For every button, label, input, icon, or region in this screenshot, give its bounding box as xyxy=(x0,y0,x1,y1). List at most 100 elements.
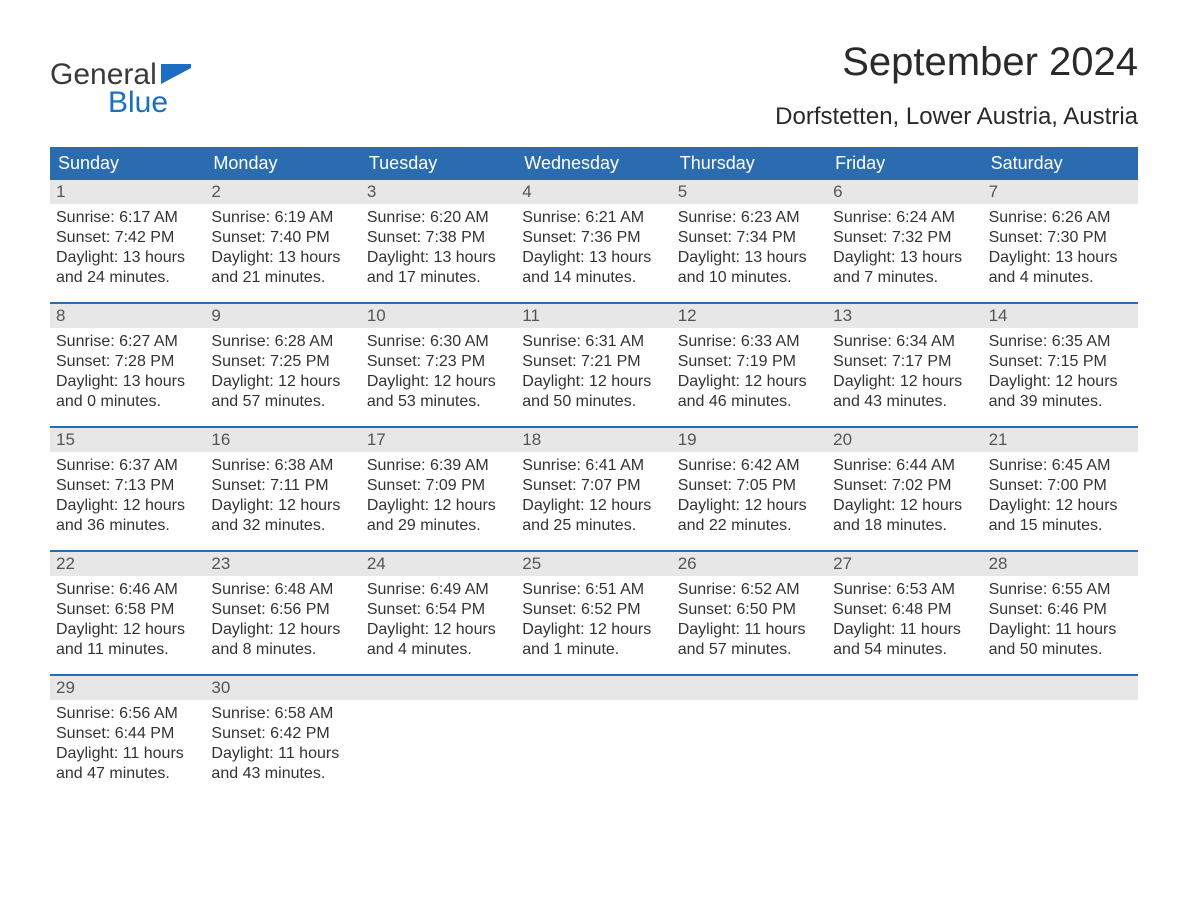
daylight-line-1: Daylight: 13 hours xyxy=(833,248,976,268)
calendar-cell: 22Sunrise: 6:46 AMSunset: 6:58 PMDayligh… xyxy=(50,552,205,660)
calendar-cell: 14Sunrise: 6:35 AMSunset: 7:15 PMDayligh… xyxy=(983,304,1138,412)
day-number: 11 xyxy=(516,304,671,328)
sunset-line: Sunset: 7:21 PM xyxy=(522,352,665,372)
sunrise-line: Sunrise: 6:56 AM xyxy=(56,704,199,724)
week-row: 15Sunrise: 6:37 AMSunset: 7:13 PMDayligh… xyxy=(50,426,1138,536)
sunset-line: Sunset: 7:30 PM xyxy=(989,228,1132,248)
daylight-line-2: and 29 minutes. xyxy=(367,516,510,536)
day-number: 16 xyxy=(205,428,360,452)
week-row: 29Sunrise: 6:56 AMSunset: 6:44 PMDayligh… xyxy=(50,674,1138,784)
day-details: Sunrise: 6:52 AMSunset: 6:50 PMDaylight:… xyxy=(672,576,827,660)
daylight-line-2: and 4 minutes. xyxy=(367,640,510,660)
sunrise-line: Sunrise: 6:27 AM xyxy=(56,332,199,352)
daylight-line-1: Daylight: 12 hours xyxy=(678,496,821,516)
day-number: 20 xyxy=(827,428,982,452)
daylight-line-2: and 46 minutes. xyxy=(678,392,821,412)
daylight-line-1: Daylight: 13 hours xyxy=(56,248,199,268)
day-details: Sunrise: 6:24 AMSunset: 7:32 PMDaylight:… xyxy=(827,204,982,288)
day-details: Sunrise: 6:45 AMSunset: 7:00 PMDaylight:… xyxy=(983,452,1138,536)
daylight-line-1: Daylight: 13 hours xyxy=(56,372,199,392)
sunset-line: Sunset: 7:00 PM xyxy=(989,476,1132,496)
daylight-line-1: Daylight: 12 hours xyxy=(833,496,976,516)
daylight-line-1: Daylight: 13 hours xyxy=(211,248,354,268)
sunrise-line: Sunrise: 6:34 AM xyxy=(833,332,976,352)
daylight-line-1: Daylight: 11 hours xyxy=(211,744,354,764)
day-details: Sunrise: 6:58 AMSunset: 6:42 PMDaylight:… xyxy=(205,700,360,784)
daylight-line-2: and 10 minutes. xyxy=(678,268,821,288)
sunset-line: Sunset: 6:46 PM xyxy=(989,600,1132,620)
week-row: 22Sunrise: 6:46 AMSunset: 6:58 PMDayligh… xyxy=(50,550,1138,660)
calendar-cell: 30Sunrise: 6:58 AMSunset: 6:42 PMDayligh… xyxy=(205,676,360,784)
sunset-line: Sunset: 6:58 PM xyxy=(56,600,199,620)
daylight-line-1: Daylight: 12 hours xyxy=(833,372,976,392)
sunset-line: Sunset: 7:38 PM xyxy=(367,228,510,248)
sunrise-line: Sunrise: 6:53 AM xyxy=(833,580,976,600)
sunset-line: Sunset: 7:17 PM xyxy=(833,352,976,372)
location-subtitle: Dorfstetten, Lower Austria, Austria xyxy=(775,103,1138,131)
calendar-cell: 25Sunrise: 6:51 AMSunset: 6:52 PMDayligh… xyxy=(516,552,671,660)
sunset-line: Sunset: 7:13 PM xyxy=(56,476,199,496)
day-number: 26 xyxy=(672,552,827,576)
sunrise-line: Sunrise: 6:41 AM xyxy=(522,456,665,476)
calendar-cell: 18Sunrise: 6:41 AMSunset: 7:07 PMDayligh… xyxy=(516,428,671,536)
daylight-line-2: and 57 minutes. xyxy=(678,640,821,660)
day-number: 5 xyxy=(672,180,827,204)
day-number: 27 xyxy=(827,552,982,576)
day-details: Sunrise: 6:34 AMSunset: 7:17 PMDaylight:… xyxy=(827,328,982,412)
daylight-line-2: and 43 minutes. xyxy=(833,392,976,412)
daylight-line-2: and 8 minutes. xyxy=(211,640,354,660)
daylight-line-2: and 43 minutes. xyxy=(211,764,354,784)
sunrise-line: Sunrise: 6:58 AM xyxy=(211,704,354,724)
dow-friday: Friday xyxy=(827,147,982,180)
daylight-line-1: Daylight: 12 hours xyxy=(678,372,821,392)
day-number: 30 xyxy=(205,676,360,700)
sunset-line: Sunset: 7:42 PM xyxy=(56,228,199,248)
calendar-cell-empty xyxy=(672,676,827,784)
sunrise-line: Sunrise: 6:51 AM xyxy=(522,580,665,600)
day-details: Sunrise: 6:49 AMSunset: 6:54 PMDaylight:… xyxy=(361,576,516,660)
calendar-cell: 17Sunrise: 6:39 AMSunset: 7:09 PMDayligh… xyxy=(361,428,516,536)
day-number: 18 xyxy=(516,428,671,452)
day-number: 22 xyxy=(50,552,205,576)
day-details: Sunrise: 6:44 AMSunset: 7:02 PMDaylight:… xyxy=(827,452,982,536)
sunrise-line: Sunrise: 6:42 AM xyxy=(678,456,821,476)
daylight-line-2: and 15 minutes. xyxy=(989,516,1132,536)
day-number: 12 xyxy=(672,304,827,328)
sunrise-line: Sunrise: 6:20 AM xyxy=(367,208,510,228)
day-number: 3 xyxy=(361,180,516,204)
day-details: Sunrise: 6:38 AMSunset: 7:11 PMDaylight:… xyxy=(205,452,360,536)
calendar-cell-empty xyxy=(516,676,671,784)
daylight-line-1: Daylight: 12 hours xyxy=(56,496,199,516)
calendar-cell: 11Sunrise: 6:31 AMSunset: 7:21 PMDayligh… xyxy=(516,304,671,412)
day-number: 17 xyxy=(361,428,516,452)
day-details: Sunrise: 6:27 AMSunset: 7:28 PMDaylight:… xyxy=(50,328,205,412)
calendar-cell: 9Sunrise: 6:28 AMSunset: 7:25 PMDaylight… xyxy=(205,304,360,412)
sunrise-line: Sunrise: 6:49 AM xyxy=(367,580,510,600)
calendar-cell: 24Sunrise: 6:49 AMSunset: 6:54 PMDayligh… xyxy=(361,552,516,660)
day-details: Sunrise: 6:31 AMSunset: 7:21 PMDaylight:… xyxy=(516,328,671,412)
sunrise-line: Sunrise: 6:46 AM xyxy=(56,580,199,600)
daylight-line-2: and 24 minutes. xyxy=(56,268,199,288)
day-details: Sunrise: 6:56 AMSunset: 6:44 PMDaylight:… xyxy=(50,700,205,784)
day-number: 21 xyxy=(983,428,1138,452)
week-row: 1Sunrise: 6:17 AMSunset: 7:42 PMDaylight… xyxy=(50,180,1138,288)
sunrise-line: Sunrise: 6:48 AM xyxy=(211,580,354,600)
sunset-line: Sunset: 7:11 PM xyxy=(211,476,354,496)
calendar-cell: 1Sunrise: 6:17 AMSunset: 7:42 PMDaylight… xyxy=(50,180,205,288)
calendar-cell: 8Sunrise: 6:27 AMSunset: 7:28 PMDaylight… xyxy=(50,304,205,412)
sunset-line: Sunset: 6:52 PM xyxy=(522,600,665,620)
daylight-line-1: Daylight: 12 hours xyxy=(211,496,354,516)
day-number: 9 xyxy=(205,304,360,328)
calendar-cell: 5Sunrise: 6:23 AMSunset: 7:34 PMDaylight… xyxy=(672,180,827,288)
dow-wednesday: Wednesday xyxy=(516,147,671,180)
daylight-line-1: Daylight: 12 hours xyxy=(211,372,354,392)
sunrise-line: Sunrise: 6:52 AM xyxy=(678,580,821,600)
daylight-line-2: and 39 minutes. xyxy=(989,392,1132,412)
month-title: September 2024 xyxy=(775,40,1138,85)
day-number xyxy=(827,676,982,700)
sunset-line: Sunset: 6:54 PM xyxy=(367,600,510,620)
day-number: 13 xyxy=(827,304,982,328)
sunrise-line: Sunrise: 6:44 AM xyxy=(833,456,976,476)
dow-monday: Monday xyxy=(205,147,360,180)
sunset-line: Sunset: 7:09 PM xyxy=(367,476,510,496)
